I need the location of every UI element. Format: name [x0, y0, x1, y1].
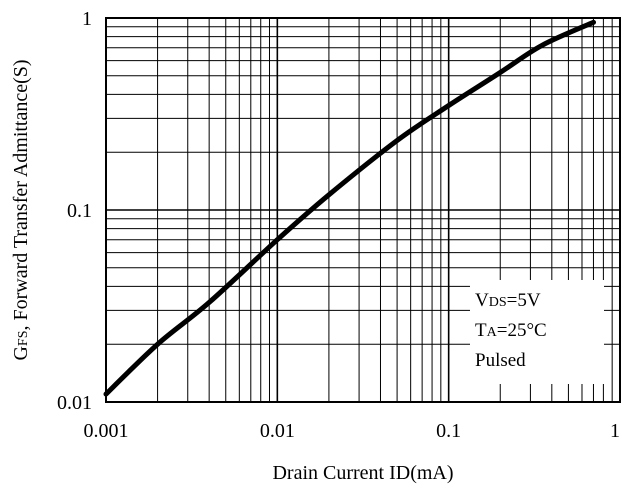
conditions-box [470, 280, 604, 384]
x-tick-label: 0.01 [260, 420, 295, 442]
y-tick-label: 1 [82, 8, 92, 30]
x-axis-title: Drain Current ID(mA) [272, 462, 453, 484]
x-tick-label: 0.1 [436, 420, 461, 442]
condition-line: VDS=5V [475, 290, 541, 311]
x-tick-label: 1 [610, 420, 620, 442]
condition-line: Pulsed [475, 350, 526, 371]
plot-frame [105, 17, 621, 403]
conditions-legend: VDS=5V TA=25°C Pulsed [475, 290, 547, 371]
condition-line: TA=25°C [475, 320, 547, 341]
y-tick-label: 0.1 [67, 200, 92, 222]
x-tick-label: 0.001 [84, 420, 129, 442]
y-tick-label: 0.01 [57, 392, 92, 414]
series-line [103, 19, 596, 397]
y-axis-title: GFS, Forward Transfer Admittance(S) [10, 59, 32, 360]
tick-labels: 0.001 0.01 0.1 1 0.01 0.1 1 [57, 8, 620, 442]
